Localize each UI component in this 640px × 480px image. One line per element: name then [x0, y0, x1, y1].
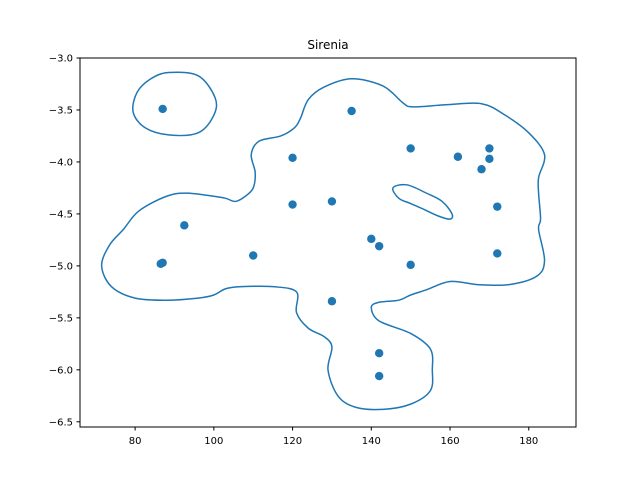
data-point-5 — [453, 152, 463, 161]
contour-line-3 — [391, 183, 454, 220]
y-tick-label: −4.0 — [49, 157, 73, 168]
x-tick-label: 160 — [440, 436, 459, 447]
point-layer — [156, 104, 502, 381]
data-point-2 — [347, 106, 356, 116]
data-point-3 — [288, 153, 297, 162]
data-point-17 — [249, 251, 258, 260]
x-axis: 80 100 120 140 160 180 — [129, 427, 538, 447]
y-tick-label: −3.0 — [49, 54, 73, 65]
y-tick-label: −6.5 — [49, 417, 73, 428]
data-point-11 — [327, 197, 337, 206]
contour-line-1 — [132, 71, 218, 137]
x-tick-label: 180 — [519, 436, 538, 447]
data-point-18 — [406, 260, 415, 270]
data-point-7 — [485, 154, 494, 164]
data-point-19 — [493, 249, 502, 258]
x-tick-label: 100 — [204, 436, 223, 447]
data-point-16 — [156, 259, 165, 269]
x-tick-label: 120 — [283, 436, 302, 447]
data-point-22 — [374, 371, 384, 381]
y-axis: −3.0 −3.5 −4.0 −4.5 −5.0 −5.5 −6.0 −6.5 — [49, 54, 80, 428]
plot-frame — [79, 57, 577, 428]
data-point-21 — [374, 349, 384, 358]
chart-title: Sirenia — [307, 38, 348, 52]
contour-layer — [100, 71, 546, 411]
data-point-4 — [406, 144, 415, 153]
x-tick-label: 140 — [362, 436, 381, 447]
data-point-12 — [180, 221, 189, 230]
y-tick-label: −3.5 — [49, 105, 73, 116]
y-tick-label: −4.5 — [49, 209, 73, 220]
data-point-9 — [493, 202, 502, 211]
data-point-10 — [288, 200, 297, 209]
contour-line-2 — [100, 78, 546, 411]
data-point-1 — [158, 104, 167, 114]
data-point-13 — [367, 234, 376, 244]
y-tick-label: −5.0 — [49, 261, 73, 272]
y-tick-label: −6.0 — [49, 365, 73, 376]
data-point-14 — [374, 241, 384, 251]
y-tick-label: −5.5 — [49, 313, 73, 324]
data-point-20 — [327, 297, 337, 306]
data-point-8 — [477, 165, 486, 174]
data-point-6 — [485, 144, 494, 153]
x-tick-label: 80 — [129, 436, 142, 447]
